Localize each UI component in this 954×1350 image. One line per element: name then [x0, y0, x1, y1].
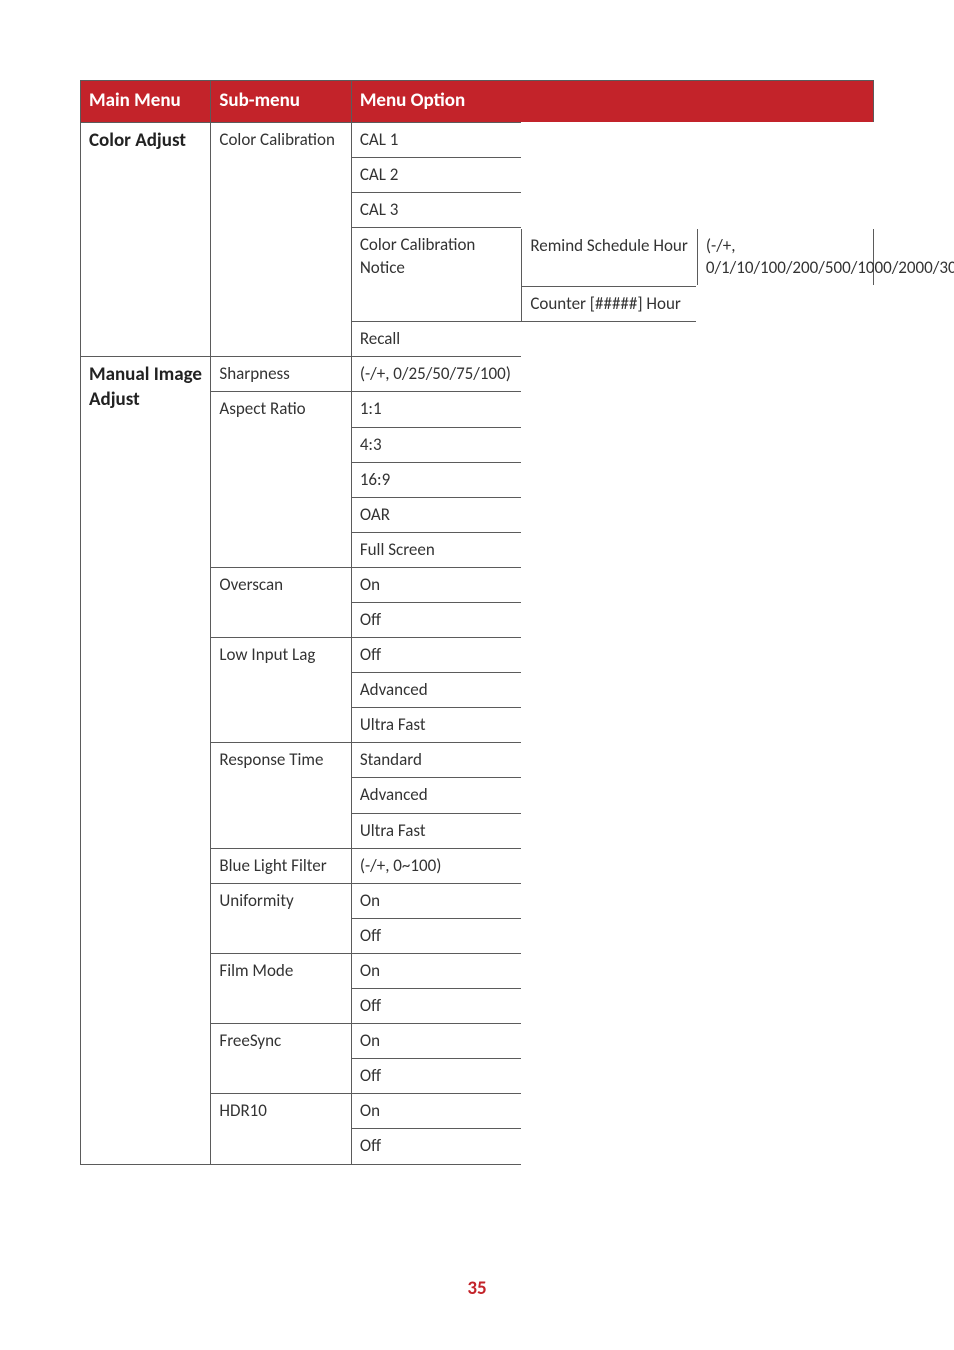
option-ar-4-3: 4:3 — [351, 427, 522, 462]
option-recall: Recall — [351, 321, 697, 357]
option-overscan-off: Off — [351, 603, 522, 638]
sub-menu-aspect-ratio: Aspect Ratio — [211, 392, 351, 567]
option-ar-full: Full Screen — [351, 532, 522, 567]
sub-menu-uniformity: Uniformity — [211, 883, 351, 953]
page-container: Main Menu Sub-menu Menu Option Color Adj… — [0, 0, 954, 1350]
option-counter: Counter [#####] Hour — [522, 286, 698, 321]
option-hdr10-on: On — [351, 1094, 522, 1129]
sub-menu-freesync: FreeSync — [211, 1024, 351, 1094]
option-rt-adv: Advanced — [351, 778, 522, 813]
sub-menu-sharpness: Sharpness — [211, 357, 351, 392]
option-ar-oar: OAR — [351, 497, 522, 532]
main-menu-manual-image-adjust: Manual Image Adjust — [81, 357, 211, 1164]
option-remind-schedule: Remind Schedule Hour — [522, 228, 698, 286]
table-row: Color Adjust Color Calibration CAL 1 — [81, 123, 874, 158]
option-lil-off: Off — [351, 638, 522, 673]
option-lil-adv: Advanced — [351, 673, 522, 708]
option-ar-1-1: 1:1 — [351, 392, 522, 427]
empty-cell — [522, 123, 873, 228]
option-overscan-on: On — [351, 567, 522, 602]
sub-menu-color-calibration: Color Calibration — [211, 123, 351, 357]
page-number: 35 — [0, 1277, 954, 1300]
option-ar-16-9: 16:9 — [351, 462, 522, 497]
option-hdr10-off: Off — [351, 1129, 522, 1164]
option-freesync-off: Off — [351, 1059, 522, 1094]
sub-menu-overscan: Overscan — [211, 567, 351, 637]
option-color-cal-notice: Color Calibration Notice — [351, 228, 522, 321]
table-row: Manual Image Adjust Sharpness (-/+, 0/25… — [81, 357, 874, 392]
option-uniformity-on: On — [351, 883, 522, 918]
option-rt-std: Standard — [351, 743, 522, 778]
empty-cell — [522, 357, 873, 1164]
option-lil-uf: Ultra Fast — [351, 708, 522, 743]
sub-menu-hdr10: HDR10 — [211, 1094, 351, 1164]
empty-cell — [697, 321, 873, 357]
sub-menu-blue-light: Blue Light Filter — [211, 848, 351, 883]
option-cal2: CAL 2 — [351, 158, 522, 193]
option-sharpness-values: (-/+, 0/25/50/75/100) — [351, 357, 522, 392]
option-film-off: Off — [351, 989, 522, 1024]
option-rt-uf: Ultra Fast — [351, 813, 522, 848]
sub-menu-response-time: Response Time — [211, 743, 351, 848]
empty-cell — [697, 286, 873, 321]
col-header-sub-menu: Sub-menu — [211, 81, 351, 123]
menu-table: Main Menu Sub-menu Menu Option Color Adj… — [80, 80, 874, 1165]
main-menu-color-adjust: Color Adjust — [81, 123, 211, 357]
option-uniformity-off: Off — [351, 918, 522, 953]
col-header-menu-option: Menu Option — [351, 81, 873, 123]
col-header-main-menu: Main Menu — [81, 81, 211, 123]
option-film-on: On — [351, 953, 522, 988]
option-freesync-on: On — [351, 1024, 522, 1059]
sub-menu-low-input-lag: Low Input Lag — [211, 638, 351, 743]
table-header-row: Main Menu Sub-menu Menu Option — [81, 81, 874, 123]
option-blue-light-values: (-/+, 0~100) — [351, 848, 522, 883]
sub-menu-film-mode: Film Mode — [211, 953, 351, 1023]
option-cal3: CAL 3 — [351, 193, 522, 228]
option-cal1: CAL 1 — [351, 123, 522, 158]
option-remind-values: (-/+, 0/1/10/100/200/500/1000/2000/3000) — [697, 228, 873, 286]
